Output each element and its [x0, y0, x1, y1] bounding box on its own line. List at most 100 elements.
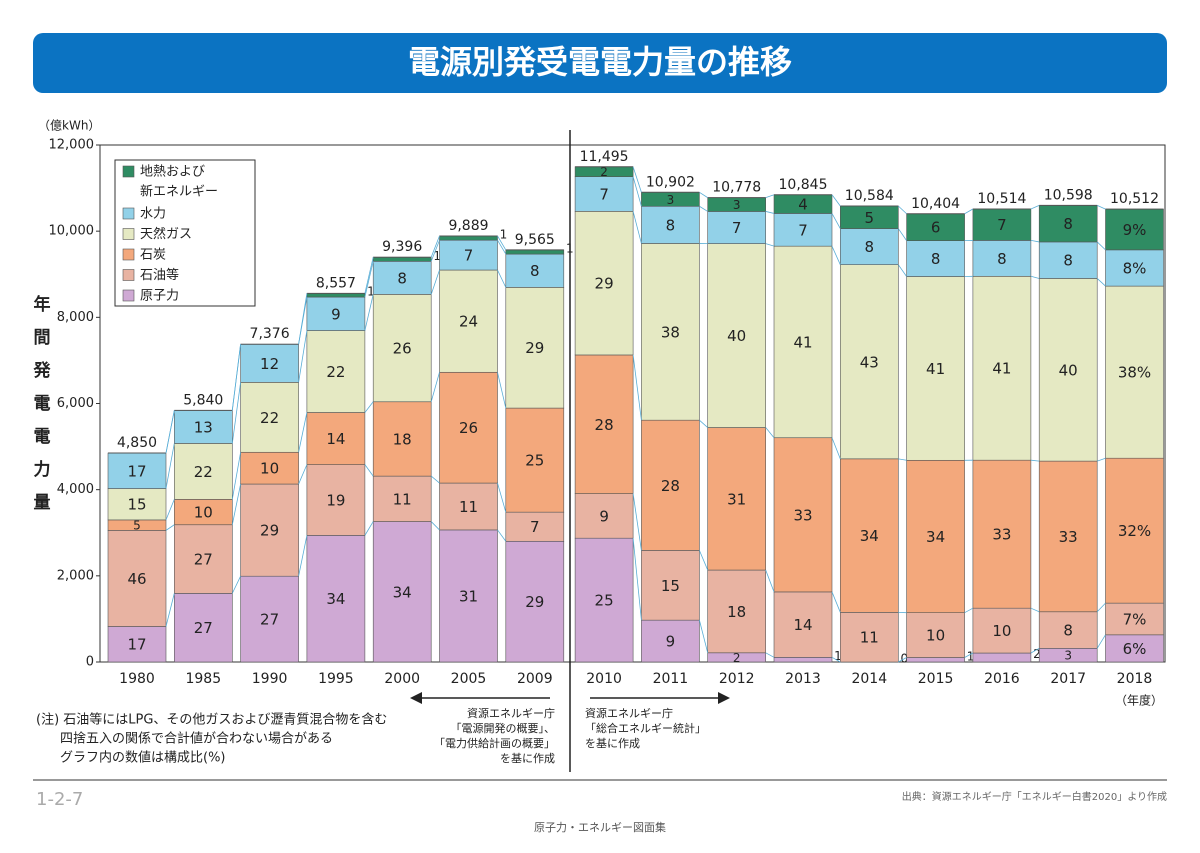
connector	[633, 211, 641, 243]
connector	[365, 522, 373, 536]
total-label: 10,512	[1110, 191, 1159, 207]
connector	[299, 413, 307, 453]
connector	[1031, 608, 1039, 612]
legend-label: 水力	[140, 207, 166, 222]
bar-segment	[973, 653, 1031, 662]
y-unit: （億kWh）	[38, 119, 100, 133]
segment-label: 8	[1063, 215, 1073, 233]
connector	[166, 525, 174, 531]
connector	[1097, 278, 1105, 286]
segment-label: 7	[599, 185, 609, 203]
segment-label: 24	[459, 313, 478, 331]
segment-label: 15	[127, 496, 146, 514]
segment-label: 7	[798, 221, 808, 239]
x-tick-label: 1980	[119, 671, 155, 687]
legend-label: 新エネルギー	[140, 184, 218, 200]
connector	[431, 372, 439, 401]
segment-label: 13	[194, 418, 213, 436]
segment-label: 9	[599, 507, 609, 525]
segment-label: 18	[727, 603, 746, 621]
segment-label: 14	[793, 616, 812, 634]
y-tick-label: 10,000	[49, 224, 95, 239]
source: を基に作成	[500, 752, 555, 765]
connector	[898, 229, 906, 241]
legend-swatch	[123, 229, 134, 240]
connector	[498, 483, 506, 512]
total-label: 10,845	[779, 177, 828, 193]
segment-label: 8	[865, 238, 875, 256]
segment-label: 8	[397, 269, 407, 287]
x-tick-label: 2005	[451, 671, 487, 687]
segment-label: 17	[127, 462, 146, 480]
segment-label: 8	[530, 262, 540, 280]
connector	[633, 538, 641, 620]
connector	[832, 438, 840, 459]
segment-label: 3	[1064, 649, 1072, 663]
legend-swatch	[123, 208, 134, 219]
segment-label: 11	[393, 490, 412, 508]
bar-segment	[506, 250, 564, 254]
legend-swatch	[123, 249, 134, 260]
total-label: 9,565	[515, 232, 555, 248]
connector	[766, 570, 774, 592]
note: 四捨五入の関係で合計値が合わない場合がある	[60, 731, 333, 747]
connector	[898, 265, 906, 277]
note: グラフ内の数値は構成比(%)	[60, 750, 226, 766]
x-tick-label: 2012	[719, 671, 755, 687]
x-tick-label: 1990	[252, 671, 288, 687]
segment-label: 29	[525, 339, 544, 357]
connector	[898, 459, 906, 460]
y-tick-label: 4,000	[57, 482, 94, 497]
connector	[166, 593, 174, 626]
segment-label: 34	[926, 528, 945, 546]
connector	[166, 443, 174, 488]
segment-label: 28	[661, 477, 680, 495]
segment-label: 38	[661, 323, 680, 341]
connector	[365, 402, 373, 413]
segment-label: 1	[566, 241, 574, 255]
connector	[832, 195, 840, 206]
connector	[232, 382, 240, 443]
segment-label: 33	[992, 526, 1011, 544]
segment-label: 22	[326, 363, 345, 381]
segment-label: 41	[992, 360, 1011, 378]
segment-label: 31	[459, 587, 478, 605]
segment-label: 29	[595, 275, 614, 293]
segment-label: 34	[860, 527, 879, 545]
x-tick-label: 2018	[1117, 671, 1153, 687]
bar-segment	[307, 293, 365, 297]
bar-segment	[907, 658, 965, 662]
connector	[365, 294, 373, 330]
segment-label: 27	[194, 619, 213, 637]
y-label-char: 発	[33, 360, 52, 381]
x-tick-label: 2013	[785, 671, 821, 687]
connector	[1031, 460, 1039, 461]
segment-label: 19	[326, 492, 345, 510]
connector	[832, 246, 840, 265]
connector	[1097, 205, 1105, 209]
connector	[766, 211, 774, 213]
segment-label: 6	[931, 219, 941, 237]
title: 電源別発受電電力量の推移	[408, 43, 792, 81]
segment-label: 46	[127, 570, 146, 588]
segment-label: 8	[997, 250, 1007, 268]
connector	[232, 452, 240, 499]
segment-label: 8	[931, 250, 941, 268]
segment-label: 28	[595, 416, 614, 434]
connector	[766, 244, 774, 247]
x-tick-label: 2000	[384, 671, 420, 687]
connector	[699, 620, 707, 653]
legend-label: 石油等	[140, 267, 179, 283]
footer: 原子力・エネルギー図面集	[534, 820, 666, 834]
segment-label: 5	[865, 209, 875, 227]
arrowhead	[718, 692, 730, 704]
legend-label: 天然ガス	[140, 226, 192, 242]
connector	[699, 192, 707, 197]
total-label: 7,376	[250, 326, 290, 342]
segment-label: 14	[326, 430, 345, 448]
x-tick-label: 1995	[318, 671, 354, 687]
segment-label: 7%	[1123, 610, 1147, 628]
bar-segment	[440, 236, 498, 240]
connector	[498, 372, 506, 408]
